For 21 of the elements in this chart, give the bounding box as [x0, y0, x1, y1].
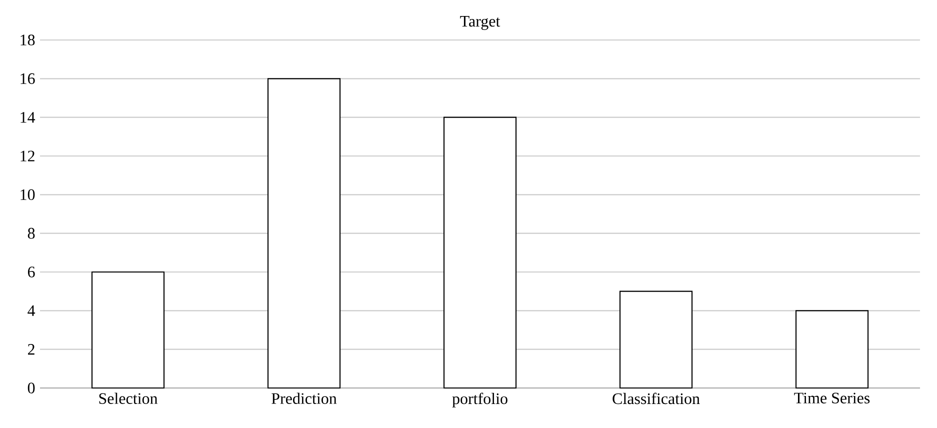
y-tick-label: 18 [20, 34, 35, 46]
bar [91, 271, 165, 389]
bar [795, 310, 869, 389]
y-tick-label: 0 [28, 382, 35, 394]
chart-title: Target [460, 16, 500, 30]
bar [443, 116, 517, 389]
x-tick-label: Prediction [272, 392, 337, 404]
y-tick-label: 12 [20, 150, 34, 162]
y-tick-label: 6 [28, 266, 35, 278]
y-tick-label: 4 [28, 305, 36, 316]
x-tick-label: Classification [612, 392, 700, 404]
y-tick-label: 16 [20, 73, 35, 84]
y-tick-label: 8 [28, 228, 35, 239]
bar [619, 290, 693, 389]
y-tick-label: 14 [20, 112, 36, 123]
y-tick-label: 10 [20, 189, 35, 200]
x-tick-label: portfolio [452, 392, 508, 408]
x-tick-label: Time Series [794, 392, 870, 404]
bar [267, 78, 341, 389]
y-tick-label: 2 [28, 344, 34, 355]
x-tick-label: Selection [99, 392, 158, 404]
